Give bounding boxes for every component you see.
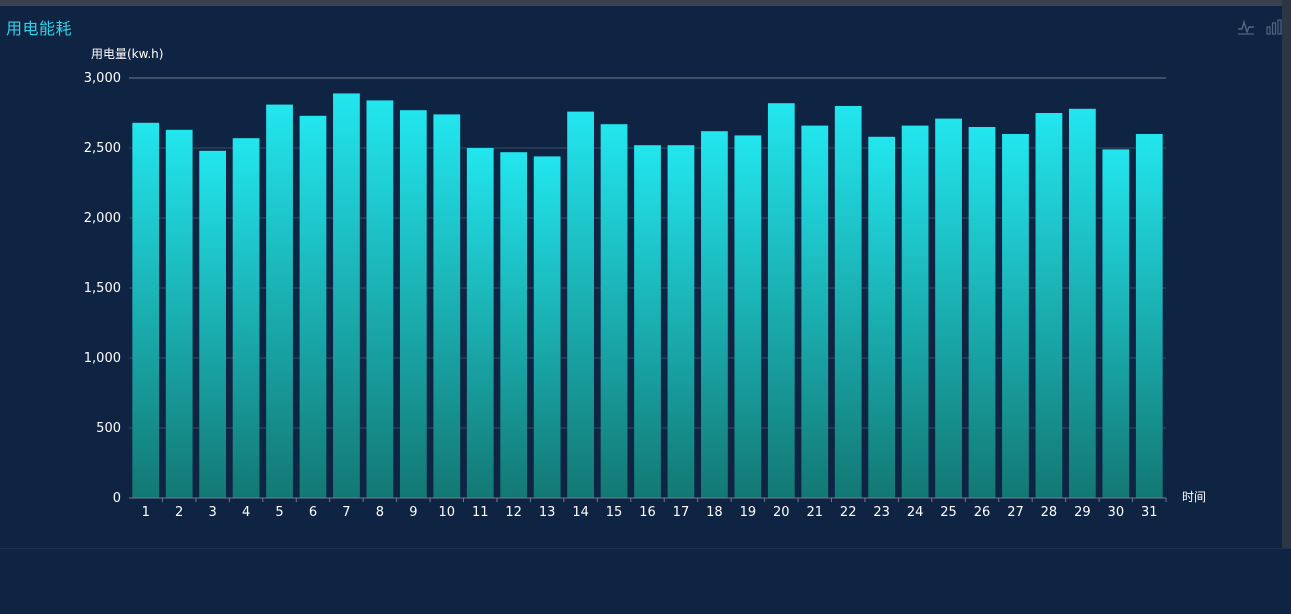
y-axis-title: 用电量(kw.h) — [91, 47, 163, 61]
bar-day-5[interactable] — [266, 104, 293, 498]
bar-day-26[interactable] — [968, 127, 996, 498]
x-tick-label: 6 — [309, 505, 317, 520]
bar-day-13[interactable] — [533, 156, 561, 498]
x-tick-label: 3 — [208, 505, 216, 520]
bar-day-28[interactable] — [1035, 113, 1063, 498]
bar-day-18[interactable] — [701, 131, 728, 498]
bar-day-21[interactable] — [801, 125, 829, 498]
bar-day-14[interactable] — [567, 111, 594, 498]
x-axis-title: 时间 — [1182, 490, 1206, 504]
y-axis-ticks: 0 500 1,000 1,500 2,000 2,500 3,000 — [84, 71, 121, 506]
x-tick-label: 5 — [275, 505, 283, 520]
x-tick-label: 27 — [1007, 505, 1024, 520]
x-tick-label: 22 — [840, 505, 857, 520]
x-tick-label: 12 — [505, 505, 522, 520]
bar-day-25[interactable] — [935, 118, 962, 498]
x-tick-label: 26 — [974, 505, 991, 520]
y-tick-label: 1,000 — [84, 351, 121, 366]
chart-panel: 用电能耗 0 500 1,000 1,500 2,000 2,500 3,000 — [0, 0, 1291, 520]
y-tick-label: 3,000 — [84, 71, 121, 86]
panel-scrollbar-edge — [1282, 0, 1291, 549]
bar-day-17[interactable] — [667, 145, 695, 498]
x-tick-label: 21 — [806, 505, 823, 520]
bar-day-19[interactable] — [734, 135, 762, 498]
bar-day-7[interactable] — [333, 93, 360, 499]
bar-day-15[interactable] — [600, 124, 628, 498]
x-tick-label: 16 — [639, 505, 656, 520]
bar-series — [132, 93, 1163, 499]
bar-day-3[interactable] — [199, 150, 227, 499]
x-tick-label: 25 — [940, 505, 957, 520]
bar-day-8[interactable] — [366, 100, 394, 499]
x-tick-label: 29 — [1074, 505, 1091, 520]
bar-day-29[interactable] — [1068, 108, 1096, 499]
bar-day-9[interactable] — [399, 110, 427, 498]
x-axis-ticks: 1 2 3 4 5 6 7 8 9 10 11 12 13 14 15 16 17 18 19 20 21 22 23 24 2… — [142, 498, 1167, 520]
x-tick-label: 11 — [472, 505, 489, 520]
bar-day-6[interactable] — [299, 115, 327, 499]
bar-day-23[interactable] — [868, 136, 896, 499]
bar-day-1[interactable] — [132, 122, 160, 499]
bar-day-4[interactable] — [232, 138, 260, 498]
bar-day-10[interactable] — [433, 114, 461, 499]
x-tick-label: 17 — [673, 505, 690, 520]
line-chart-icon[interactable] — [1237, 18, 1255, 36]
x-tick-label: 20 — [773, 505, 790, 520]
x-tick-label: 10 — [439, 505, 456, 520]
bar-day-31[interactable] — [1135, 134, 1163, 498]
bar-chart-icon[interactable] — [1265, 18, 1283, 36]
y-tick-label: 2,500 — [84, 141, 121, 156]
x-tick-label: 1 — [142, 505, 150, 520]
y-tick-label: 2,000 — [84, 211, 121, 226]
x-tick-label: 23 — [873, 505, 890, 520]
bar-day-12[interactable] — [500, 152, 528, 498]
x-tick-label: 19 — [740, 505, 757, 520]
x-tick-label: 13 — [539, 505, 556, 520]
bar-day-24[interactable] — [901, 125, 929, 498]
y-tick-label: 1,500 — [84, 281, 121, 296]
x-tick-label: 7 — [342, 505, 350, 520]
x-tick-label: 15 — [606, 505, 623, 520]
x-tick-label: 24 — [907, 505, 924, 520]
panel-divider — [0, 548, 1291, 549]
x-tick-label: 4 — [242, 505, 250, 520]
bar-day-27[interactable] — [1002, 134, 1029, 498]
y-tick-label: 0 — [113, 491, 121, 506]
x-tick-label: 2 — [175, 505, 183, 520]
y-tick-label: 500 — [96, 421, 121, 436]
bar-day-30[interactable] — [1102, 149, 1130, 498]
x-tick-label: 31 — [1141, 505, 1158, 520]
bar-day-22[interactable] — [834, 106, 862, 498]
bar-day-16[interactable] — [634, 145, 661, 498]
chart-toolbox — [1237, 18, 1283, 36]
x-tick-label: 8 — [376, 505, 384, 520]
x-tick-label: 9 — [409, 505, 417, 520]
bar-day-2[interactable] — [165, 129, 193, 499]
panel-title: 用电能耗 — [6, 19, 73, 38]
x-tick-label: 30 — [1108, 505, 1125, 520]
x-tick-label: 18 — [706, 505, 723, 520]
bar-day-20[interactable] — [767, 103, 795, 498]
x-tick-label: 28 — [1041, 505, 1058, 520]
x-tick-label: 14 — [572, 505, 589, 520]
bar-day-11[interactable] — [466, 148, 494, 498]
